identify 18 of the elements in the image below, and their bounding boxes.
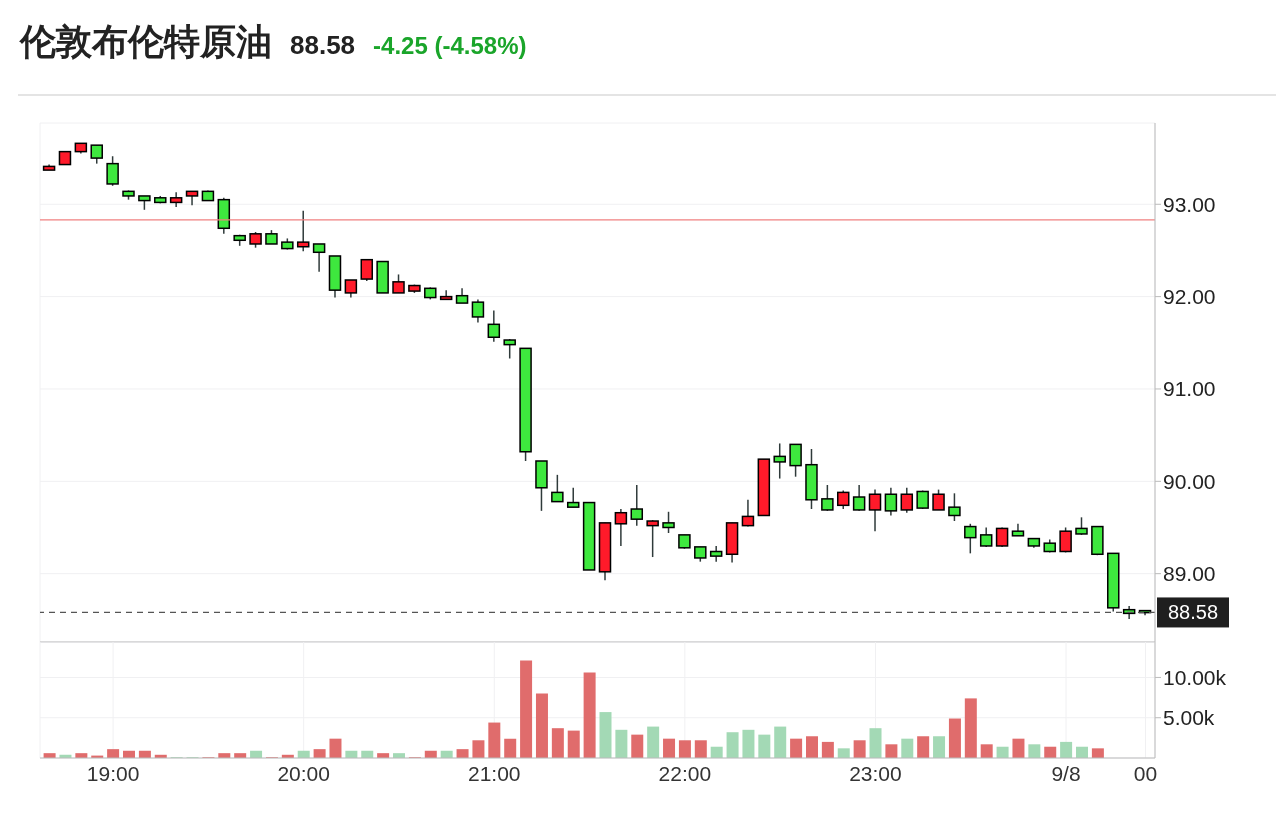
y-tick-label: 89.00 (1163, 562, 1216, 586)
x-tick-label: 23:00 (849, 761, 902, 785)
x-tick-label: 20:00 (277, 761, 330, 785)
y-tick-label: 93.00 (1163, 192, 1216, 216)
chart-title: 伦敦布伦特原油 (20, 20, 272, 64)
y-tick-label: 90.00 (1163, 469, 1216, 493)
y-tick-label: 92.00 (1163, 285, 1216, 309)
x-tick-label: 21:00 (467, 761, 521, 785)
chart-subtitle: 88.58 (290, 30, 356, 61)
y-tick-label: 5.00k (1163, 706, 1215, 730)
x-tick-label: 22:00 (658, 761, 712, 785)
x-tick-label: 9/8 (1051, 761, 1081, 785)
ref-line-label: 88.58 (1167, 601, 1219, 624)
x-tick-label: 00 (1133, 761, 1158, 785)
y-tick-label: 91.00 (1163, 377, 1216, 401)
y-tick-label: 10.00k (1163, 665, 1227, 689)
x-tick-label: 19:00 (86, 761, 140, 785)
text: -4.25 (-4.58%) (373, 32, 527, 60)
